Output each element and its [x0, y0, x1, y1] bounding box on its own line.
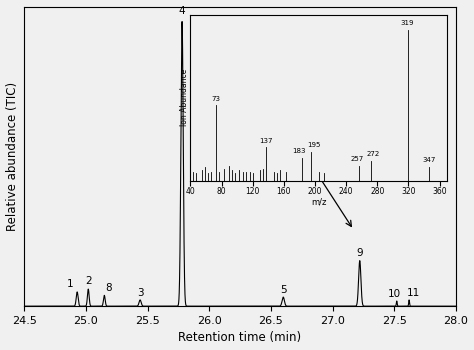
- Text: 2: 2: [85, 276, 91, 286]
- Text: 9: 9: [356, 248, 363, 258]
- Text: 4: 4: [179, 6, 185, 16]
- Text: 11: 11: [407, 288, 420, 298]
- Text: 5: 5: [280, 285, 287, 295]
- X-axis label: Retention time (min): Retention time (min): [179, 331, 301, 344]
- Text: 1: 1: [67, 279, 73, 288]
- Y-axis label: Relative abundance (TIC): Relative abundance (TIC): [6, 82, 18, 231]
- Text: 10: 10: [388, 289, 401, 299]
- Text: 3: 3: [137, 288, 144, 298]
- Text: 8: 8: [105, 283, 112, 293]
